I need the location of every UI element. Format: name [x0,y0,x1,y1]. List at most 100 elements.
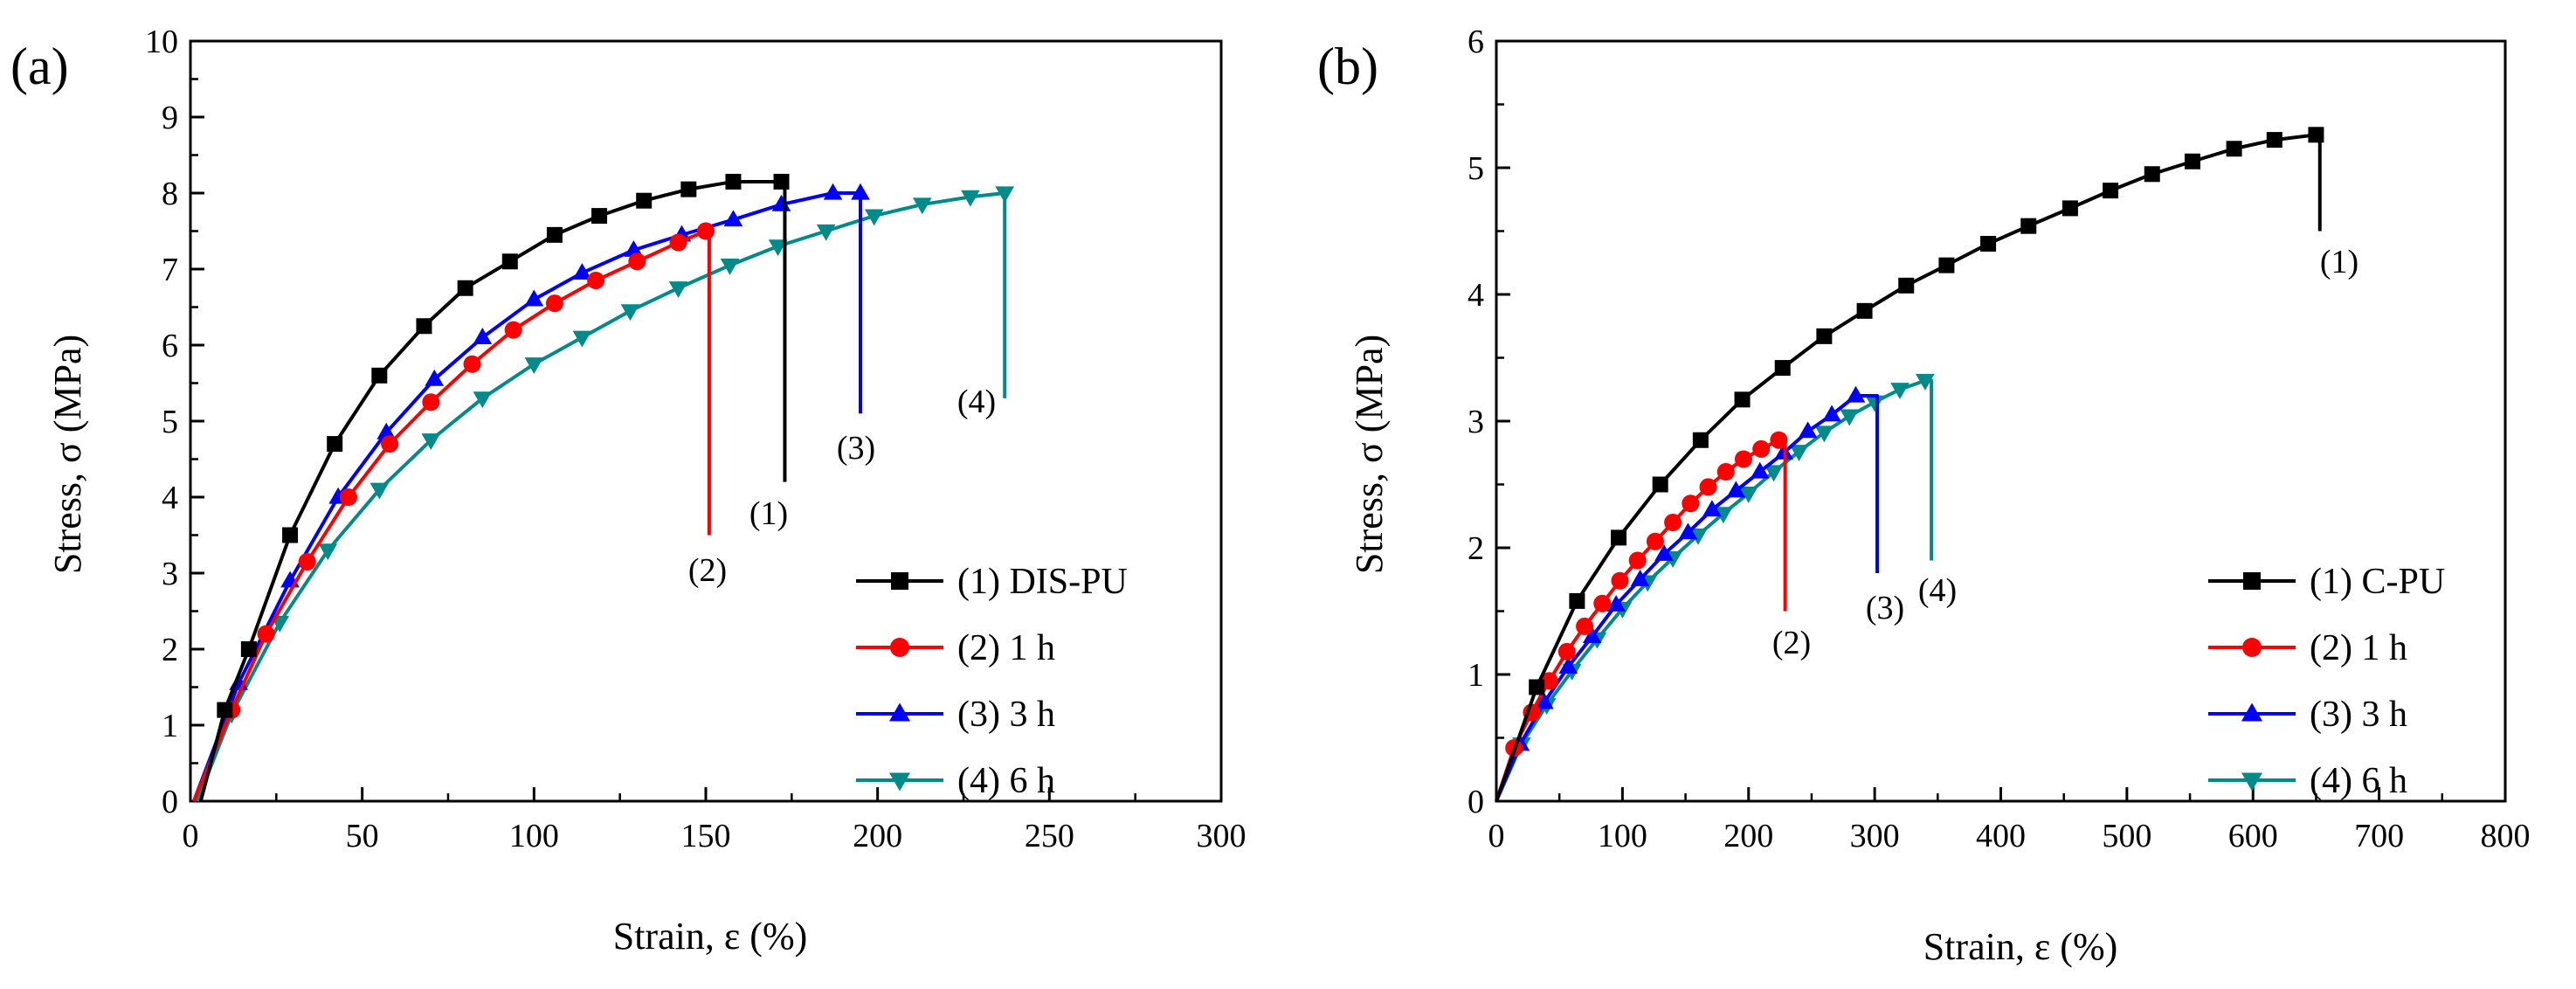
panel-b-series-1-point [1692,432,1709,448]
panel-a-legend-swatch-marker [889,772,910,792]
panel-b-y-tick-label: 5 [1468,150,1484,187]
panel-b-series-2-point [1557,642,1576,660]
panel-b-y-tick-label: 0 [1468,784,1484,820]
panel-b-series-3-point [1678,522,1698,540]
panel-b-series-1-line [1495,133,2322,802]
panel-a-series-2-point [504,321,522,339]
panel-b-series-4-point [1814,425,1834,443]
panel-b-label: (b) [1317,38,1378,95]
panel-b-series-1-point [1774,360,1791,377]
panel-a-annotation-3: (3) [837,430,875,467]
panel-a-series-1-point [240,641,257,657]
panel-b-y-axis-title: Stress, σ (MPa) [1348,335,1391,574]
panel-b-legend-label: (1) C-PU [2310,562,2445,602]
panel-b-series-1-point [1734,391,1751,408]
panel-a-series-1-point [416,318,432,335]
panel-b-series-3-point [1606,595,1626,612]
panel-b-legend-swatch-marker [2243,572,2261,590]
panel-a-series-4-point [524,357,544,374]
panel-a-series-layer [192,173,1014,802]
panel-a-series-4-point [913,197,932,215]
panel-a-y-tick-label: 2 [162,632,178,668]
panel-a-series-4 [196,186,1014,802]
panel-b-x-tick-label: 100 [1598,818,1647,854]
panel-a-series-4-point [816,224,836,241]
panel-b-series-1-point [2144,166,2160,183]
panel-a-series-2-point [381,435,399,453]
panel-b-series-3-point [1822,405,1841,422]
panel-a-series-1-point [371,367,388,384]
panel-b-break-annotations: (1) (2) (3) (4) [1772,244,2358,661]
panel-a-series-3-point [524,289,544,307]
panel-b-series-2-point [1646,532,1664,550]
panel-a-series-2-point [339,488,357,506]
panel-b-series-4-point [1890,383,1910,399]
panel-b-series-1-point [1856,302,1873,319]
panel-a-series-1-point [217,702,233,718]
panel-b-annotation-2: (2) [1772,625,1811,661]
panel-b-series-2-point [1699,478,1717,496]
panel-a-y-tick-label: 7 [162,252,178,288]
panel-a-y-tick-label: 8 [162,176,178,212]
panel-b-series-3-point [1846,385,1866,403]
panel-a-series-3-point [376,422,396,439]
panel-b-legend-label: (4) 6 h [2310,761,2407,801]
panel-b-series-2-point [1664,514,1682,531]
panel-b-y-tick-label: 6 [1468,24,1484,60]
panel-a-y-tick-label: 6 [162,328,178,364]
panel-b-y-tick-label: 4 [1468,277,1484,314]
panel-a-legend-label: (2) 1 h [957,628,1055,668]
panel-a-y-tick-label: 1 [162,708,178,744]
panel-a-series-1-point [501,253,518,270]
panel-b-series-layer [1495,127,2324,802]
panel-b-x-tick-label: 700 [2354,818,2404,854]
panel-a-series-4-point [473,391,493,409]
panel-b-series-3-point [1535,692,1554,709]
panel-b-series-2-point [1716,463,1735,481]
panel-a-legend-swatch-marker [890,638,909,657]
panel-b-series-1-point [2226,141,2242,157]
panel-b-x-tick-label: 300 [1850,818,1900,854]
panel-a-series-4-point [318,543,338,561]
panel-b-series-2-point [1611,571,1629,590]
panel-b-series-4-point [1738,487,1758,503]
panel-b-plot-frame [1495,39,2507,803]
panel-b-series-2-point [1752,439,1771,458]
panel-b-series-4-point [1840,409,1860,426]
panel-a-y-tick-label: 4 [162,480,178,516]
panel-b-series-3-point [1654,544,1674,561]
panel-b-legend-swatch-marker [2241,772,2262,792]
panel-a-legend-swatch-marker [891,572,908,590]
panel-a-series-1-point [591,208,608,225]
panel-b-legend-label: (2) 1 h [2310,628,2407,668]
panel-a-series-3-point [851,183,870,200]
panel-b-x-axis-title: Strain, ε (%) [1923,925,2118,968]
panel-b-series-2-point [1576,617,1594,635]
panel-b-series-4-point [1916,373,1935,391]
panel-a-legend-label: (3) 3 h [957,695,1055,735]
panel-b-series-1-point [1529,679,1545,695]
panel-b-series-1-point [1611,529,1627,546]
panel-a-series-2-point [298,552,316,571]
panel-a-series-2-point [422,393,440,412]
panel-a-series-4-point [768,239,788,257]
panel-a-series-3-point [624,240,644,257]
panel-a-series-2-line [192,229,711,802]
panel-b-series-1-point [1652,476,1668,493]
panel-a-series-2 [192,222,715,802]
panel-a-series-3-point [723,210,743,227]
panel-a-series-2-point [669,233,687,252]
panel-a-x-tick-label: 150 [681,818,731,854]
panel-a-label: (a) [10,38,69,95]
panel-b-series-3-point [1582,626,1602,644]
panel-a-series-3 [192,183,870,802]
panel-a-y-tick-label: 5 [162,404,178,440]
panel-a-chart: (a) Stress, σ (MPa) Strain, ε (%) 0 50 100… [10,24,1247,958]
panel-a-series-3-point [572,263,592,280]
panel-a-series-1-point [282,527,299,543]
panel-a-series-3-point [425,369,445,386]
panel-a-legend-label: (1) DIS-PU [957,562,1128,602]
panel-b-series-1-point [2308,127,2324,143]
panel-a-series-3-point [823,183,843,200]
